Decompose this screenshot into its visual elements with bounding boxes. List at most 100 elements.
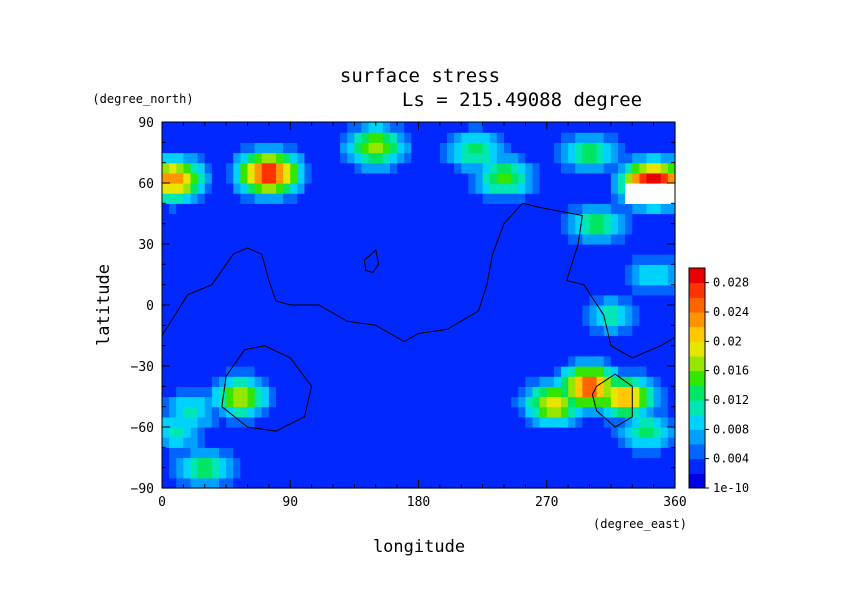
heatmap-cell xyxy=(404,172,412,184)
heatmap-cell xyxy=(639,447,648,459)
heatmap-cell xyxy=(354,477,363,489)
heatmap-cell xyxy=(596,315,605,326)
heatmap-cell xyxy=(532,183,541,194)
heatmap-cell xyxy=(561,447,569,459)
heatmap-cell xyxy=(447,172,455,184)
heatmap-cell xyxy=(211,193,220,204)
heatmap-cell xyxy=(297,264,306,276)
heatmap-cell xyxy=(318,244,327,255)
heatmap-cell xyxy=(190,213,199,225)
heatmap-cell xyxy=(247,213,256,225)
heatmap-cell xyxy=(639,366,648,377)
heatmap-cell xyxy=(382,315,391,326)
heatmap-cell xyxy=(603,335,612,347)
heatmap-cell xyxy=(639,386,648,398)
heatmap-cell xyxy=(261,172,270,184)
heatmap-cell xyxy=(226,315,234,326)
heatmap-cell xyxy=(162,183,170,194)
heatmap-cell xyxy=(525,416,534,428)
heatmap-cell xyxy=(162,467,170,479)
heatmap-cell xyxy=(610,376,619,387)
heatmap-cell xyxy=(632,254,640,265)
heatmap-cell xyxy=(504,366,512,377)
heatmap-cell xyxy=(276,467,284,479)
heatmap-cell xyxy=(425,447,434,459)
heatmap-cell xyxy=(418,223,427,235)
heatmap-cell xyxy=(489,376,498,387)
heatmap-cell xyxy=(553,244,562,255)
heatmap-cell xyxy=(162,244,170,255)
heatmap-cell xyxy=(268,406,277,418)
heatmap-cell xyxy=(261,416,270,428)
heatmap-cell xyxy=(254,223,263,235)
heatmap-cell xyxy=(504,427,512,438)
heatmap-cell xyxy=(183,416,192,428)
heatmap-cell xyxy=(504,406,512,418)
heatmap-cell xyxy=(304,152,313,164)
heatmap-cell xyxy=(368,183,377,194)
heatmap-cell xyxy=(247,172,256,184)
heatmap-cell xyxy=(233,335,241,347)
heatmap-cell xyxy=(354,142,363,154)
y-tick-label: 0 xyxy=(146,299,154,314)
heatmap-cell xyxy=(653,305,662,316)
heatmap-cell xyxy=(539,427,548,438)
colorbar-swatch xyxy=(689,356,705,372)
heatmap-cell xyxy=(546,427,555,438)
heatmap-cell xyxy=(539,305,548,316)
heatmap-cell xyxy=(447,213,455,225)
chart-subtitle: Ls = 215.49088 degree xyxy=(402,89,642,111)
heatmap-cell xyxy=(361,122,370,133)
heatmap-cell xyxy=(382,366,391,377)
heatmap-cell xyxy=(468,264,477,276)
heatmap-cell xyxy=(610,193,619,204)
heatmap-cell xyxy=(632,294,640,306)
heatmap-cell xyxy=(283,132,291,143)
heatmap-cell xyxy=(425,213,434,225)
heatmap-cell xyxy=(482,315,491,326)
heatmap-cell xyxy=(190,366,199,377)
heatmap-cell xyxy=(596,223,605,235)
heatmap-cell xyxy=(397,152,405,164)
heatmap-cell xyxy=(390,406,398,418)
heatmap-cell xyxy=(546,294,555,306)
heatmap-cell xyxy=(532,203,541,215)
heatmap-cell xyxy=(197,457,206,469)
heatmap-cell xyxy=(575,457,583,469)
heatmap-cell xyxy=(183,183,192,194)
heatmap-cell xyxy=(468,477,477,489)
heatmap-cell xyxy=(532,416,541,428)
heatmap-cell xyxy=(418,264,427,276)
heatmap-cell xyxy=(418,325,427,337)
heatmap-cell xyxy=(489,477,498,489)
heatmap-cell xyxy=(582,427,591,438)
heatmap-cell xyxy=(390,396,398,408)
heatmap-cell xyxy=(511,345,519,357)
heatmap-cell xyxy=(496,305,505,316)
heatmap-cell xyxy=(240,355,249,367)
heatmap-cell xyxy=(290,345,298,357)
heatmap-cell xyxy=(340,193,348,204)
heatmap-cell xyxy=(247,132,256,143)
heatmap-cell xyxy=(568,264,576,276)
heatmap-cell xyxy=(325,193,334,204)
heatmap-cell xyxy=(211,366,220,377)
heatmap-cell xyxy=(632,345,640,357)
heatmap-cell xyxy=(625,396,633,408)
heatmap-cell xyxy=(553,264,562,276)
heatmap-cell xyxy=(625,274,633,286)
heatmap-cell xyxy=(518,294,526,306)
heatmap-cell xyxy=(596,274,605,286)
heatmap-cell xyxy=(183,122,192,133)
heatmap-cell xyxy=(610,447,619,459)
heatmap-cell xyxy=(404,416,412,428)
heatmap-cell xyxy=(489,305,498,316)
heatmap-cell xyxy=(546,264,555,276)
heatmap-cell xyxy=(454,335,462,347)
heatmap-cell xyxy=(646,223,655,235)
heatmap-cell xyxy=(211,345,220,357)
heatmap-cell xyxy=(211,447,220,459)
heatmap-cell xyxy=(653,162,662,174)
heatmap-cell xyxy=(468,315,477,326)
heatmap-cell xyxy=(390,447,398,459)
